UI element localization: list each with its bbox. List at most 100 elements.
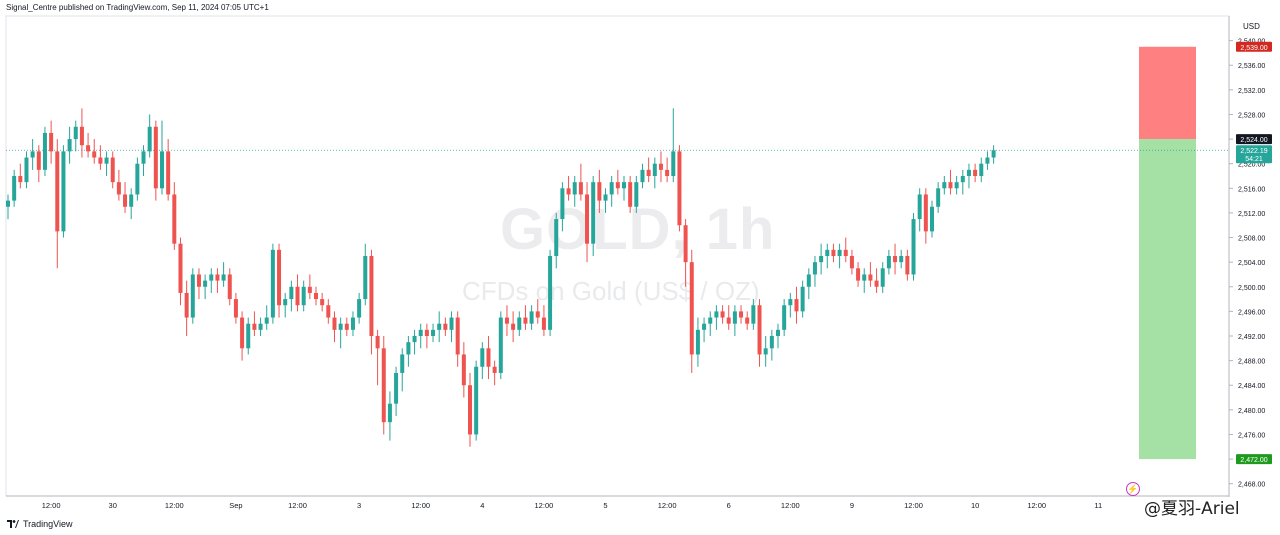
candle-body[interactable] xyxy=(166,151,171,195)
candle-body[interactable] xyxy=(221,274,226,281)
stop-loss-zone[interactable] xyxy=(1139,46,1196,140)
candle-body[interactable] xyxy=(560,188,565,220)
candle-body[interactable] xyxy=(726,317,731,324)
candle-body[interactable] xyxy=(178,243,183,293)
candle-body[interactable] xyxy=(615,182,620,189)
candle-body[interactable] xyxy=(991,150,996,158)
candle-body[interactable] xyxy=(486,348,491,367)
candle-body[interactable] xyxy=(461,354,466,386)
candle-body[interactable] xyxy=(135,163,140,195)
candle-body[interactable] xyxy=(196,274,201,287)
candle-body[interactable] xyxy=(868,274,873,281)
candle-body[interactable] xyxy=(357,299,362,318)
candle-body[interactable] xyxy=(295,286,300,306)
candle-body[interactable] xyxy=(504,317,509,324)
candle-body[interactable] xyxy=(886,256,891,269)
candle-body[interactable] xyxy=(843,249,848,256)
candle-body[interactable] xyxy=(147,126,152,152)
candle-body[interactable] xyxy=(597,182,602,201)
candle-body[interactable] xyxy=(24,157,29,183)
candle-body[interactable] xyxy=(634,182,639,207)
candle-body[interactable] xyxy=(344,323,349,330)
candle-body[interactable] xyxy=(831,249,836,256)
candle-body[interactable] xyxy=(498,317,503,373)
candle-body[interactable] xyxy=(104,157,109,164)
candle-body[interactable] xyxy=(689,262,694,355)
candle-body[interactable] xyxy=(252,323,257,330)
candle-body[interactable] xyxy=(400,354,405,373)
candle-body[interactable] xyxy=(332,317,337,330)
candle-body[interactable] xyxy=(474,366,479,435)
candle-body[interactable] xyxy=(541,317,546,330)
candle-body[interactable] xyxy=(55,151,60,232)
candle-body[interactable] xyxy=(930,206,934,232)
candle-body[interactable] xyxy=(18,176,23,183)
candle-body[interactable] xyxy=(837,249,842,256)
candle-body[interactable] xyxy=(369,256,374,336)
candle-body[interactable] xyxy=(123,194,128,207)
candle-body[interactable] xyxy=(769,336,774,349)
candle-body[interactable] xyxy=(172,194,177,244)
candle-body[interactable] xyxy=(948,182,953,189)
candle-body[interactable] xyxy=(480,348,485,367)
candle-body[interactable] xyxy=(12,176,17,201)
candle-body[interactable] xyxy=(412,336,417,343)
tradingview-logo[interactable]: TradingView xyxy=(7,519,73,529)
candle-body[interactable] xyxy=(800,286,805,312)
candle-body[interactable] xyxy=(714,311,719,318)
candle-body[interactable] xyxy=(812,262,817,275)
candle-body[interactable] xyxy=(30,151,35,158)
candle-body[interactable] xyxy=(160,151,164,189)
candle-body[interactable] xyxy=(92,151,97,158)
candle-body[interactable] xyxy=(640,169,645,183)
candle-body[interactable] xyxy=(893,256,898,263)
candle-body[interactable] xyxy=(652,163,657,176)
candle-body[interactable] xyxy=(757,305,762,355)
candle-body[interactable] xyxy=(129,194,134,207)
candle-body[interactable] xyxy=(289,286,294,300)
candle-body[interactable] xyxy=(825,249,830,256)
candle-body[interactable] xyxy=(572,182,577,195)
candle-body[interactable] xyxy=(671,151,676,176)
candle-body[interactable] xyxy=(554,219,559,256)
candle-body[interactable] xyxy=(190,274,195,318)
candle-body[interactable] xyxy=(548,256,553,330)
candle-body[interactable] xyxy=(751,305,756,324)
candle-body[interactable] xyxy=(215,274,220,281)
candle-body[interactable] xyxy=(849,256,854,269)
candle-body[interactable] xyxy=(603,194,608,201)
candle-body[interactable] xyxy=(431,329,436,336)
candle-body[interactable] xyxy=(233,299,238,318)
candle-body[interactable] xyxy=(517,317,522,330)
candle-body[interactable] xyxy=(535,311,540,318)
candle-body[interactable] xyxy=(732,311,737,324)
candle-body[interactable] xyxy=(443,323,448,330)
candle-body[interactable] xyxy=(116,182,121,195)
candle-body[interactable] xyxy=(585,194,590,244)
candle-body[interactable] xyxy=(270,249,275,318)
candle-body[interactable] xyxy=(277,249,282,306)
candle-body[interactable] xyxy=(42,132,47,170)
candle-body[interactable] xyxy=(492,366,497,373)
candle-body[interactable] xyxy=(67,139,72,152)
candle-body[interactable] xyxy=(449,317,454,330)
candle-body[interactable] xyxy=(381,348,386,423)
candle-body[interactable] xyxy=(683,225,688,263)
candle-body[interactable] xyxy=(264,317,269,324)
candle-body[interactable] xyxy=(936,188,941,207)
candle-body[interactable] xyxy=(960,176,965,183)
candle-body[interactable] xyxy=(141,151,146,164)
candle-body[interactable] xyxy=(79,126,84,146)
candle-body[interactable] xyxy=(782,305,787,330)
candle-body[interactable] xyxy=(739,311,744,318)
candle-body[interactable] xyxy=(794,299,799,312)
candle-body[interactable] xyxy=(437,323,442,330)
candle-body[interactable] xyxy=(917,194,922,220)
candle-body[interactable] xyxy=(307,286,312,293)
candle-body[interactable] xyxy=(6,200,10,207)
candle-body[interactable] xyxy=(966,169,971,176)
candle-body[interactable] xyxy=(86,145,91,152)
candle-body[interactable] xyxy=(973,169,978,176)
candle-body[interactable] xyxy=(203,280,208,287)
